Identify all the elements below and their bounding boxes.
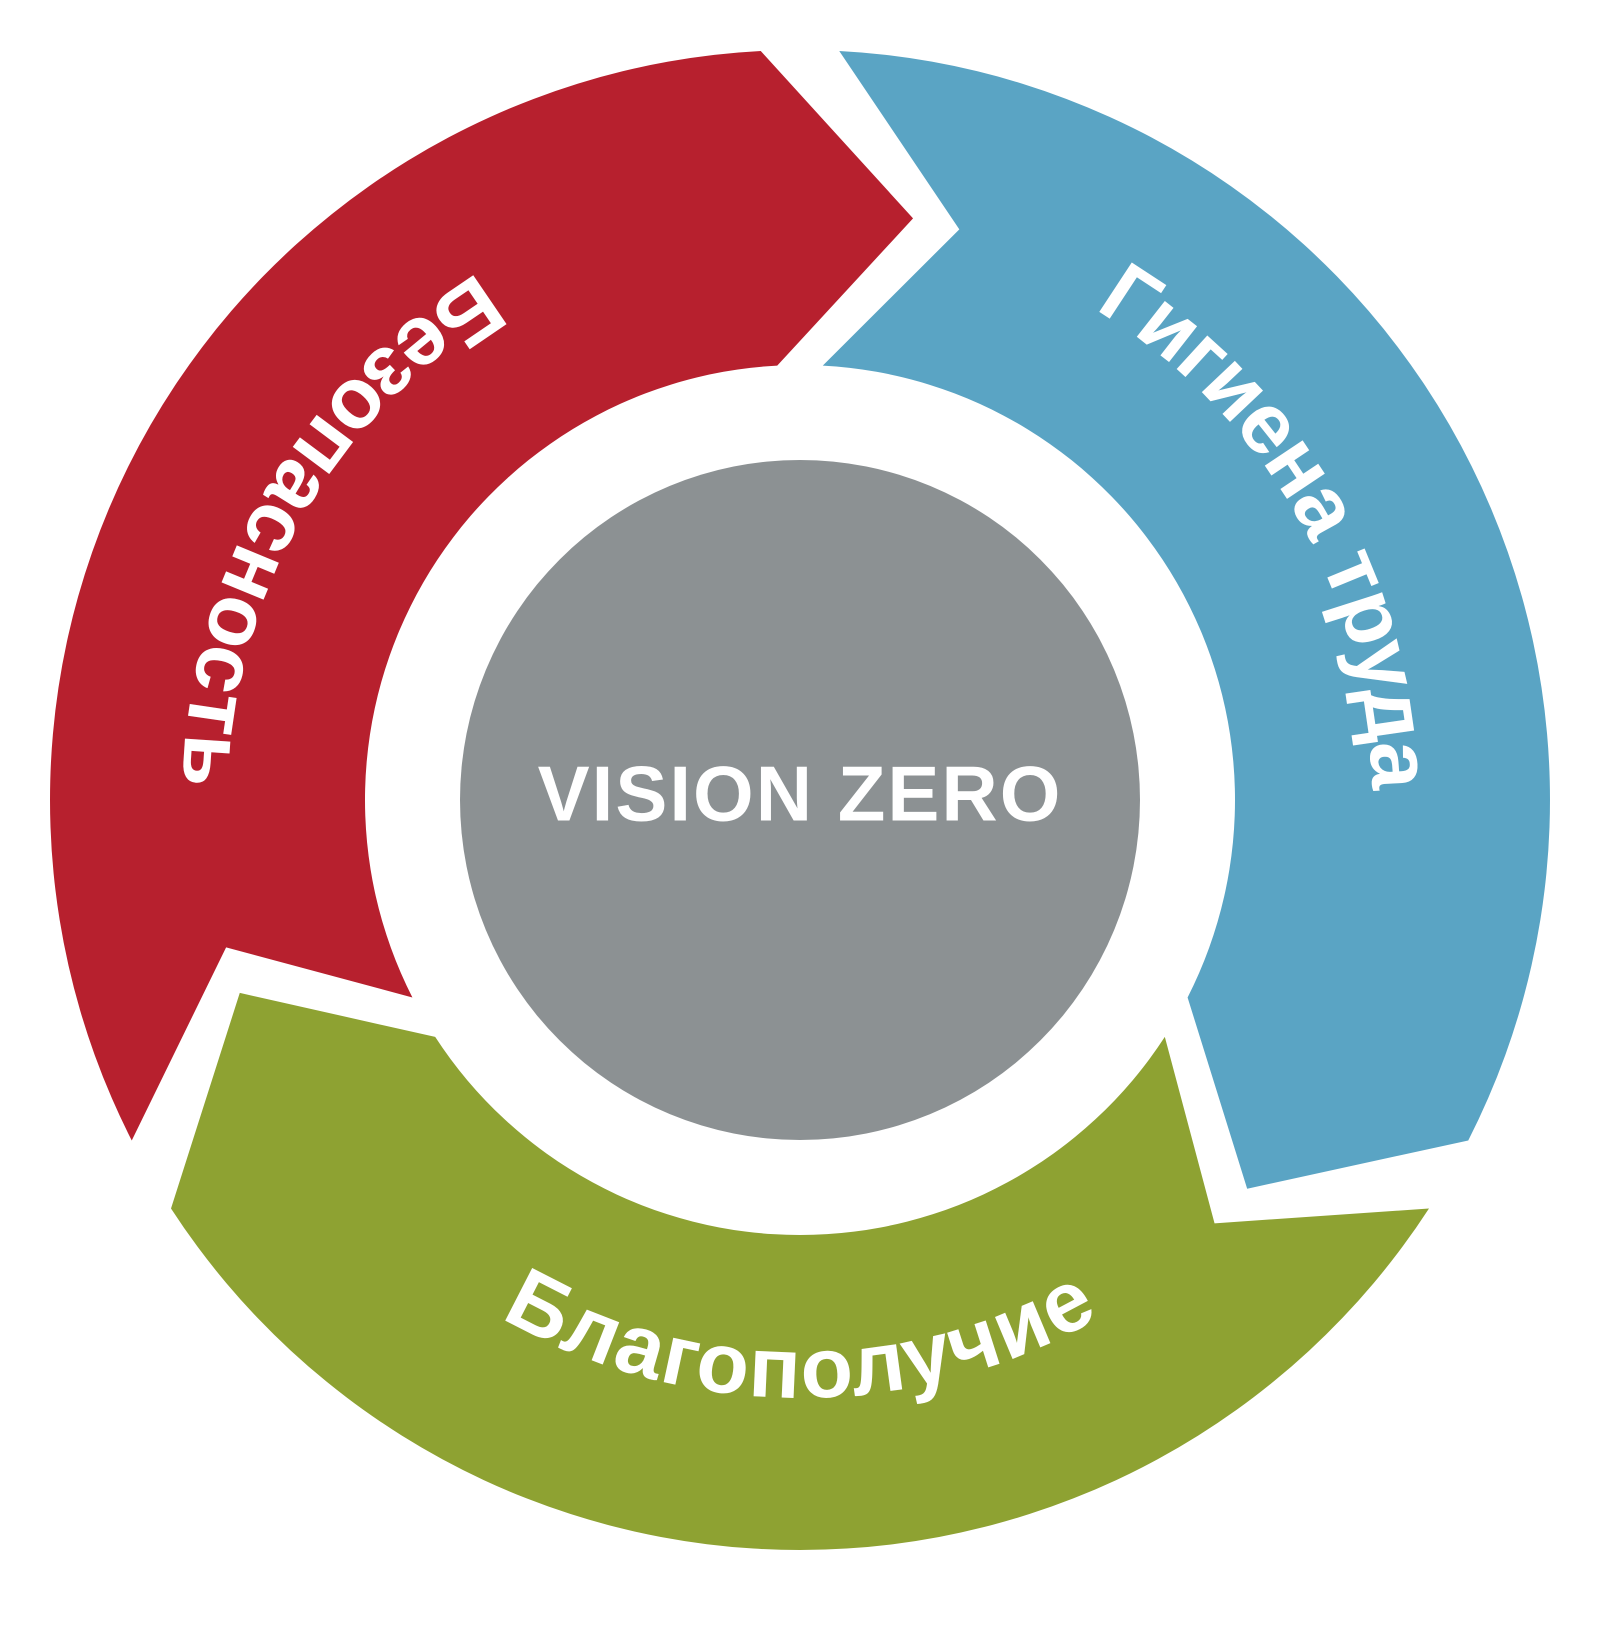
cycle-svg: БезопасностьГигиена трудаБлагополучиеVIS… (0, 0, 1600, 1629)
vision-zero-cycle-diagram: БезопасностьГигиена трудаБлагополучиеVIS… (0, 0, 1600, 1629)
hub-label: VISION ZERO (538, 750, 1063, 838)
